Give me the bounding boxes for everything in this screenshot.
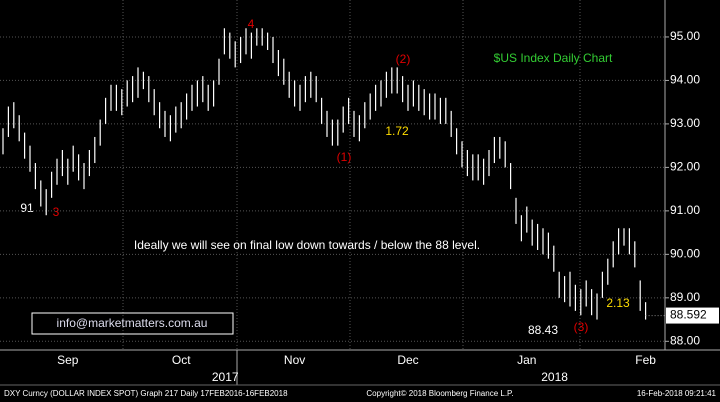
last-price-box bbox=[666, 307, 719, 324]
fib-label: 2.13 bbox=[606, 296, 630, 310]
x-tick-label: Jan bbox=[517, 353, 536, 367]
wave-label: (2) bbox=[396, 52, 411, 66]
chart-title: $US Index Daily Chart bbox=[494, 51, 613, 65]
x-tick-label: Nov bbox=[284, 353, 305, 367]
wave-label: (3) bbox=[574, 320, 589, 334]
email: info@marketmatters.com.au bbox=[57, 316, 208, 330]
year-label: 2018 bbox=[541, 370, 568, 384]
footer-left: DXY Curncy (DOLLAR INDEX SPOT) Graph 217… bbox=[4, 389, 288, 398]
year-label: 2017 bbox=[212, 370, 239, 384]
month-separators bbox=[122, 0, 581, 350]
last-price-label: 88.592 bbox=[670, 308, 707, 322]
y-tick-label: 88.00 bbox=[670, 333, 700, 347]
x-tick-label: Feb bbox=[635, 353, 656, 367]
wave-label: 3 bbox=[53, 205, 60, 219]
footer-center: Copyright© 2018 Bloomberg Finance L.P. bbox=[366, 389, 513, 398]
y-tick-label: 93.00 bbox=[670, 116, 700, 130]
price-label: 91 bbox=[20, 201, 34, 215]
x-tick-label: Sep bbox=[57, 353, 79, 367]
footer-right: 16-Feb-2018 09:21:41 bbox=[637, 389, 717, 398]
x-tick-label: Dec bbox=[397, 353, 418, 367]
x-tick-label: Oct bbox=[172, 353, 191, 367]
price-label: 88.43 bbox=[528, 323, 558, 337]
email-box bbox=[31, 312, 234, 335]
y-tick-label: 90.00 bbox=[670, 247, 700, 261]
annotation: Ideally we will see on final low down to… bbox=[134, 238, 480, 252]
y-tick-label: 89.00 bbox=[670, 290, 700, 304]
y-tick-label: 91.00 bbox=[670, 203, 700, 217]
wave-label: (1) bbox=[337, 150, 352, 164]
y-tick-label: 94.00 bbox=[670, 73, 700, 87]
y-tick-label: 92.00 bbox=[670, 160, 700, 174]
fib-label: 1.72 bbox=[385, 124, 409, 138]
wave-label: 4 bbox=[248, 17, 255, 31]
y-tick-label: 95.00 bbox=[670, 29, 700, 43]
